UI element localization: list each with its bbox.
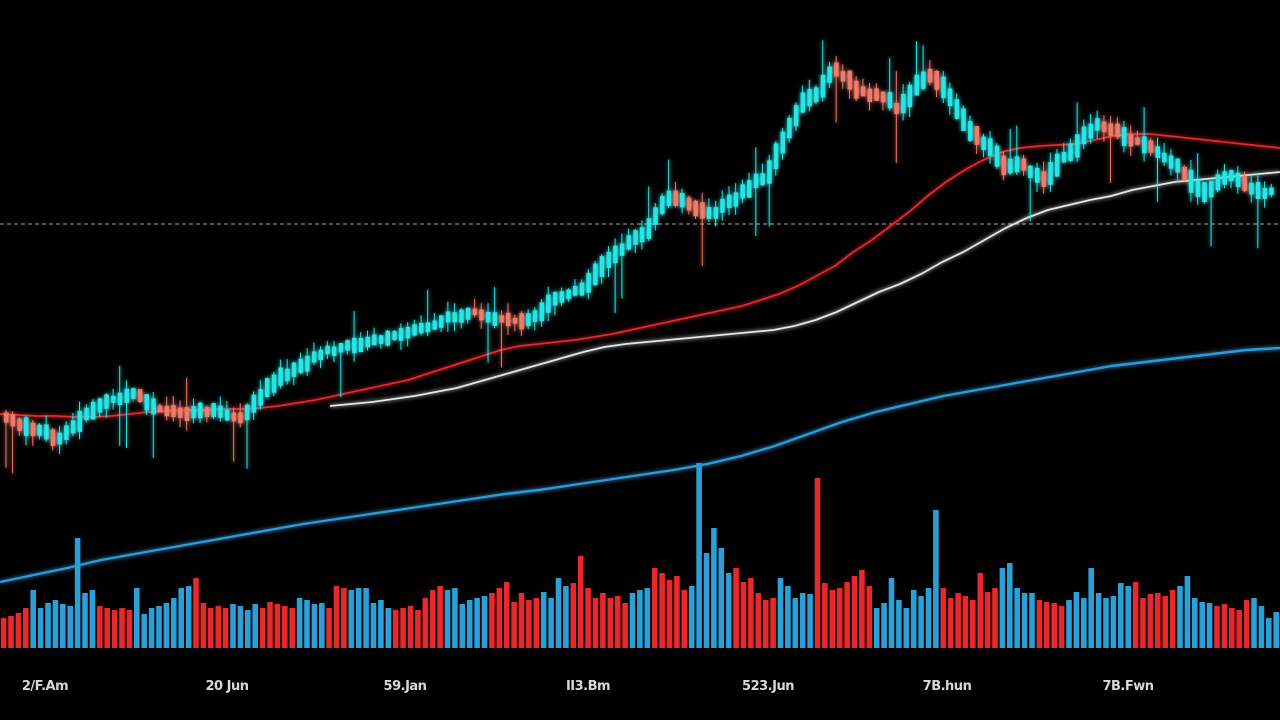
x-tick-label: II3.Bm <box>565 679 611 694</box>
ma-long-line <box>0 346 1280 584</box>
ma-slow-line <box>329 171 1280 407</box>
candles <box>4 40 1274 474</box>
x-tick-label: 7B.Fwn <box>1102 679 1154 694</box>
volume-bars <box>0 463 1279 648</box>
x-tick-label: 59.Jan <box>383 679 427 694</box>
x-tick-label: 20 Jun <box>205 679 249 694</box>
x-tick-label: 7B.hun <box>922 679 972 694</box>
x-tick-label: 2/F.Am <box>21 679 69 694</box>
x-tick-label: 523.Jun <box>742 679 794 694</box>
